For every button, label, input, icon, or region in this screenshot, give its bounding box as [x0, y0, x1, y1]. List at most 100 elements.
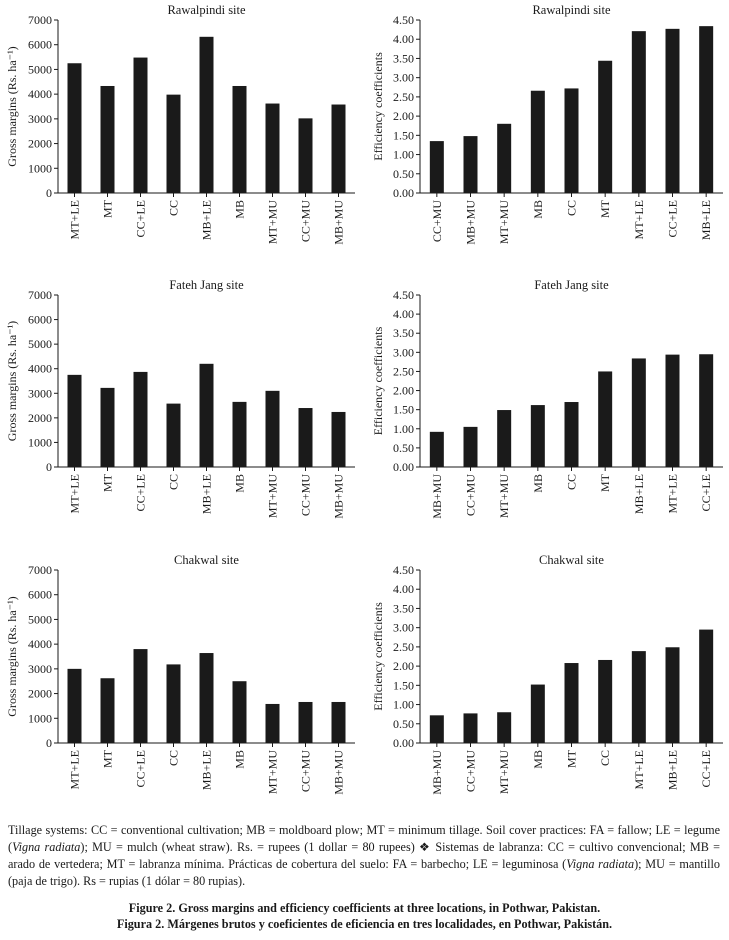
x-tick-label: MB [233, 474, 247, 493]
bar [67, 668, 82, 743]
y-tick-label: 0.00 [393, 186, 414, 200]
chart-title: Rawalpindi site [532, 3, 611, 17]
bar [463, 713, 478, 743]
y-tick-label: 7000 [28, 13, 52, 27]
bar [564, 88, 579, 193]
x-tick-label: MB [233, 200, 247, 219]
y-tick-label: 1.50 [393, 403, 414, 417]
y-tick-label: 4000 [28, 87, 52, 101]
y-axis-label: Gross margins (Rs. ha⁻¹) [5, 321, 19, 441]
y-tick-label: 0 [46, 736, 52, 750]
x-tick-label: MT+LE [68, 750, 82, 789]
y-tick-label: 1000 [28, 435, 52, 449]
y-tick-label: 3.00 [393, 621, 414, 635]
x-tick-label: MB [233, 750, 247, 769]
y-tick-label: 1.50 [393, 128, 414, 142]
y-tick-label: 2000 [28, 137, 52, 151]
bar [265, 390, 280, 467]
bar [265, 103, 280, 193]
bar [497, 712, 512, 743]
y-tick-label: 6000 [28, 313, 52, 327]
y-tick-label: 0 [46, 460, 52, 474]
y-tick-label: 4.50 [393, 13, 414, 27]
y-tick-label: 6000 [28, 38, 52, 52]
bar [232, 401, 247, 467]
y-tick-label: 2.00 [393, 384, 414, 398]
bar [166, 664, 181, 743]
x-tick-label: CC+LE [134, 474, 148, 511]
bar [331, 411, 346, 467]
caption-text-2: ); MU = mulch (wheat straw). Rs. = rupee… [8, 840, 720, 871]
chart-grid: Rawalpindi site 0 1000 2000 3000 4000 5000 6000… [5, 3, 723, 795]
chart-title: Rawalpindi site [167, 3, 246, 17]
chart-panel-4: Fateh Jang site 0.00 0.50 1.00 1.50 2.00 2.50 3… [371, 278, 723, 519]
x-tick-label: MT+LE [68, 474, 82, 513]
bar [631, 358, 646, 467]
y-tick-label: 7000 [28, 288, 52, 302]
bar [133, 57, 148, 193]
x-tick-label: CC [565, 200, 579, 216]
bar [631, 31, 646, 193]
y-tick-label: 4000 [28, 637, 52, 651]
x-tick-label: MT+MU [497, 200, 511, 244]
x-tick-label: MT+MU [266, 474, 280, 518]
y-tick-label: 3.00 [393, 71, 414, 85]
caption-text-1: Tillage systems: CC = conventional culti… [8, 823, 720, 854]
y-tick-label: 1.00 [393, 422, 414, 436]
bar [67, 374, 82, 467]
y-tick-label: 2.50 [393, 640, 414, 654]
y-tick-label: 1.00 [393, 148, 414, 162]
y-tick-label: 3.50 [393, 326, 414, 340]
y-tick-label: 4.00 [393, 32, 414, 46]
bar [133, 649, 148, 743]
bar [699, 354, 714, 467]
x-tick-label: CC+MU [299, 750, 313, 792]
y-tick-label: 2000 [28, 687, 52, 701]
chart-panel-6: Chakwal site 0.00 0.50 1.00 1.50 2.00 2.50 3.00… [371, 553, 723, 795]
bar [463, 426, 478, 467]
figure-title: Figure 2. Gross margins and efficiency c… [0, 900, 729, 932]
x-tick-label: MT+MU [497, 474, 511, 518]
bar [298, 701, 313, 743]
y-tick-label: 2.50 [393, 364, 414, 378]
chart-title: Fateh Jang site [169, 278, 244, 292]
y-tick-label: 7000 [28, 563, 52, 577]
bar [598, 659, 613, 743]
bar [598, 60, 613, 193]
bar [265, 703, 280, 743]
x-tick-label: CC+MU [464, 750, 478, 792]
caption-text-3: ); MU = mantillo (paja de trigo). Rs = r… [8, 857, 720, 888]
x-tick-label: MT [598, 199, 612, 218]
chart-panel-1: Rawalpindi site 0 1000 2000 3000 4000 5000 6000… [5, 3, 355, 245]
bar [331, 104, 346, 193]
bar [564, 663, 579, 743]
bar [530, 90, 545, 193]
y-tick-label: 4.00 [393, 582, 414, 596]
bar [429, 141, 444, 193]
bar [497, 410, 512, 467]
x-tick-label: MT+LE [68, 200, 82, 239]
y-tick-label: 4000 [28, 362, 52, 376]
x-tick-label: MB [531, 750, 545, 769]
x-tick-label: MT+MU [497, 750, 511, 794]
figure-charts: Rawalpindi site 0 1000 2000 3000 4000 5000 6000… [5, 3, 723, 795]
bar [199, 36, 214, 194]
chart-title: Chakwal site [539, 553, 604, 567]
y-axis-label: Gross margins (Rs. ha⁻¹) [5, 596, 19, 716]
bar [232, 85, 247, 193]
x-tick-label: MB+MU [332, 750, 346, 795]
x-tick-label: CC [565, 474, 579, 490]
y-tick-label: 1000 [28, 711, 52, 725]
x-tick-label: MT [598, 473, 612, 492]
x-tick-label: CC+MU [299, 474, 313, 516]
bar [699, 629, 714, 743]
bar [199, 363, 214, 467]
bar [631, 651, 646, 743]
x-tick-label: CC+MU [430, 200, 444, 242]
x-tick-label: MT+MU [266, 750, 280, 794]
bar [429, 431, 444, 467]
y-tick-label: 2.50 [393, 90, 414, 104]
y-tick-label: 6000 [28, 588, 52, 602]
figure-title-es: Figura 2. Márgenes brutos y coeficientes… [116, 917, 613, 931]
bar [331, 701, 346, 743]
